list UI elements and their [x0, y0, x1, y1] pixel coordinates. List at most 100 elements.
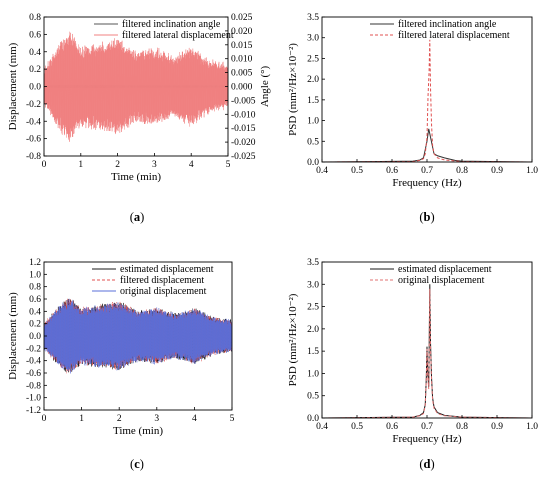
x-tick-label: 0.8	[456, 422, 468, 432]
x-tick-label: 1.0	[526, 422, 538, 432]
y-tick-label: -1.2	[26, 406, 41, 416]
y2-tick-label: -0.025	[231, 152, 256, 162]
y-tick-label: 0.2	[29, 320, 41, 330]
x-tick-label: 0.8	[456, 166, 468, 176]
y-tick-label: -0.2	[26, 100, 41, 110]
y-axis-label: PSD (mm²/Hz×10⁻²)	[287, 293, 299, 386]
y2-tick-label: 0.005	[231, 69, 253, 79]
x-tick-label: 3	[152, 160, 157, 170]
y-tick-label: 1.5	[307, 347, 319, 357]
y-tick-label: 0.0	[307, 158, 319, 168]
y2-tick-label: 0.025	[231, 13, 253, 23]
x-tick-label: 0.6	[386, 422, 398, 432]
panel-caption-d: (d)	[419, 457, 434, 471]
x-tick-label: 0.7	[421, 166, 433, 176]
x-tick-label: 0.9	[491, 422, 503, 432]
y-tick-label: 0.5	[307, 137, 319, 147]
panel-a: 0 1 2 3 4 5 -0.8 -0.6 -0.4 -0.2 0.0 0.2 0.4 0.6 0.8 -0.…	[7, 13, 271, 224]
y-tick-label: 2.0	[307, 325, 319, 335]
y-tick-label: -1.0	[26, 394, 41, 404]
y-tick-label: 2.5	[307, 54, 319, 64]
y-tick-label: 1.5	[307, 96, 319, 106]
x-tick-label: 0.7	[421, 422, 433, 432]
series-d-1	[322, 288, 532, 418]
x-tick-label: 0.4	[316, 166, 328, 176]
y-tick-label: -0.4	[26, 357, 41, 367]
y2-tick-label: 0.020	[231, 27, 253, 37]
y-tick-label: -0.2	[26, 344, 41, 354]
y-tick-label: 0.8	[29, 13, 41, 23]
y-tick-label: 2.5	[307, 303, 319, 313]
legend-entry: estimated displacement	[398, 264, 492, 275]
y-tick-label: 2.0	[307, 75, 319, 85]
y-tick-label: 0.4	[29, 307, 41, 317]
legend-entry: filtered inclination angle	[398, 19, 497, 30]
panel-d: 0.4 0.5 0.6 0.7 0.8 0.9 1.0 0.0 0.5 1.0 1.5 2.0 2.5 3…	[287, 258, 538, 471]
y-tick-label: 3.0	[307, 34, 319, 44]
y-tick-label: 1.0	[307, 117, 319, 127]
panel-b: 0.4 0.5 0.6 0.7 0.8 0.9 1.0 0.0 0.5 1.0 1.5 2.0 2.5 3…	[287, 13, 538, 224]
x-tick-label: 0	[42, 414, 47, 424]
x-tick-label: 0.5	[351, 422, 363, 432]
y-tick-label: 0.6	[29, 30, 41, 40]
panel-caption-a: (a)	[130, 210, 145, 224]
y-tick-label: -0.6	[26, 369, 41, 379]
y2-axis-label: Angle (°)	[259, 65, 271, 107]
y-tick-label: 1.0	[307, 369, 319, 379]
panel-caption-c: (c)	[130, 457, 144, 471]
y-tick-label: 0.2	[29, 65, 41, 75]
panel-c: 0 1 2 3 4 5 -1.2 -1.0 -0.8 -0.6 -0.4 -0.2 0.0 0.2 0.4 0…	[7, 258, 235, 471]
panel-caption-b: (b)	[419, 210, 434, 224]
y-tick-label: 0.0	[29, 83, 41, 93]
x-tick-label: 0.5	[351, 166, 363, 176]
legend-entry: filtered inclination angle	[122, 19, 221, 30]
x-tick-label: 2	[115, 160, 120, 170]
y-tick-label: 0.6	[29, 295, 41, 305]
series-a-1	[44, 31, 228, 142]
y2-tick-label: -0.005	[231, 96, 256, 106]
series-c-2	[44, 298, 232, 374]
y-tick-label: 0.0	[307, 414, 319, 424]
x-tick-label: 2	[117, 414, 122, 424]
legend-entry: filtered lateral displacement	[398, 30, 510, 41]
x-tick-label: 4	[189, 160, 194, 170]
plot-area-d	[322, 284, 532, 418]
y2-tick-label: -0.020	[231, 138, 256, 148]
y-tick-label: 0.0	[29, 332, 41, 342]
x-axis-label: Frequency (Hz)	[392, 177, 462, 189]
series-d-0	[322, 284, 532, 418]
y-tick-label: 0.5	[307, 392, 319, 402]
x-tick-label: 0.6	[386, 166, 398, 176]
x-tick-label: 3	[154, 414, 159, 424]
legend-entry: filtered lateral displacement	[122, 30, 234, 41]
series-b-1	[322, 39, 532, 162]
y-axis-label: Displacement (mm)	[7, 292, 19, 380]
y2-tick-label: -0.010	[231, 110, 256, 120]
y-tick-label: 1.0	[29, 270, 41, 280]
x-tick-label: 1	[78, 160, 83, 170]
x-axis-label: Frequency (Hz)	[392, 433, 462, 445]
legend-entry: estimated displacement	[120, 264, 214, 275]
plot-area-b	[322, 39, 532, 162]
y2-tick-label: 0.010	[231, 55, 253, 65]
y-tick-label: -0.8	[26, 381, 41, 391]
y-axis-label: Displacement (mm)	[7, 42, 19, 130]
legend-entry: filtered displacement	[120, 275, 204, 286]
x-tick-label: 0.4	[316, 422, 328, 432]
plot-area-a	[44, 31, 228, 142]
legend-entry: original displacement	[120, 286, 207, 297]
x-tick-label: 5	[230, 414, 235, 424]
x-axis-label: Time (min)	[113, 425, 163, 437]
y-tick-label: -0.8	[26, 152, 41, 162]
x-axis-label: Time (min)	[111, 171, 161, 183]
x-tick-label: 0	[42, 160, 47, 170]
x-tick-label: 1.0	[526, 166, 538, 176]
x-tick-label: 4	[192, 414, 197, 424]
y-axis-label: PSD (mm²/Hz×10⁻²)	[287, 43, 299, 136]
series-b-0	[322, 128, 532, 162]
y2-tick-label: 0.000	[231, 83, 253, 93]
x-tick-label: 1	[79, 414, 84, 424]
y-tick-label: -0.6	[26, 135, 41, 145]
plot-area-c	[44, 298, 232, 374]
